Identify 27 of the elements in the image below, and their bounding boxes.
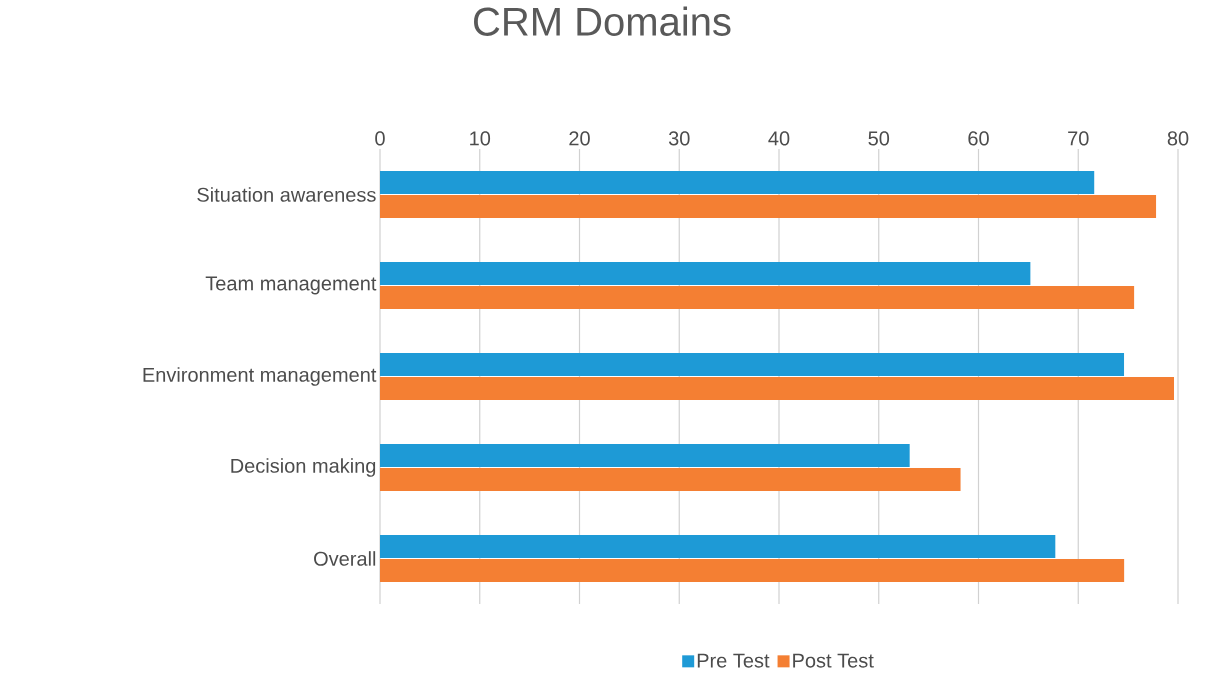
chart-title: CRM Domains [474, 6, 731, 36]
bar [380, 353, 1125, 376]
bar [380, 262, 1031, 285]
bar [380, 377, 1175, 400]
legend-label: Post Test [793, 653, 874, 668]
x-tick-label: 0 [375, 131, 385, 146]
bar [380, 286, 1135, 309]
x-tick-label: 60 [968, 131, 989, 146]
bar [380, 559, 1125, 582]
x-tick-label: 40 [768, 131, 790, 146]
bar [380, 468, 961, 491]
x-tick-label: 30 [668, 131, 690, 146]
y-tick-label: Decision making [231, 458, 376, 477]
legend-label: Pre Test [697, 653, 770, 668]
bar [380, 535, 1056, 558]
y-tick-label: Team management [205, 276, 377, 295]
bar [380, 171, 1095, 194]
x-tick-label: 10 [470, 131, 491, 146]
y-tick-label: Environment management [143, 367, 377, 386]
x-tick-label: 20 [569, 131, 590, 146]
x-tick-label: 70 [1068, 131, 1089, 146]
y-tick-label: Situation awareness [197, 187, 376, 202]
y-tick-label: Overall [314, 551, 376, 566]
x-tick-label: 50 [868, 131, 890, 146]
bar [380, 195, 1157, 218]
bar [380, 444, 910, 467]
x-tick-label: 80 [1167, 131, 1189, 146]
